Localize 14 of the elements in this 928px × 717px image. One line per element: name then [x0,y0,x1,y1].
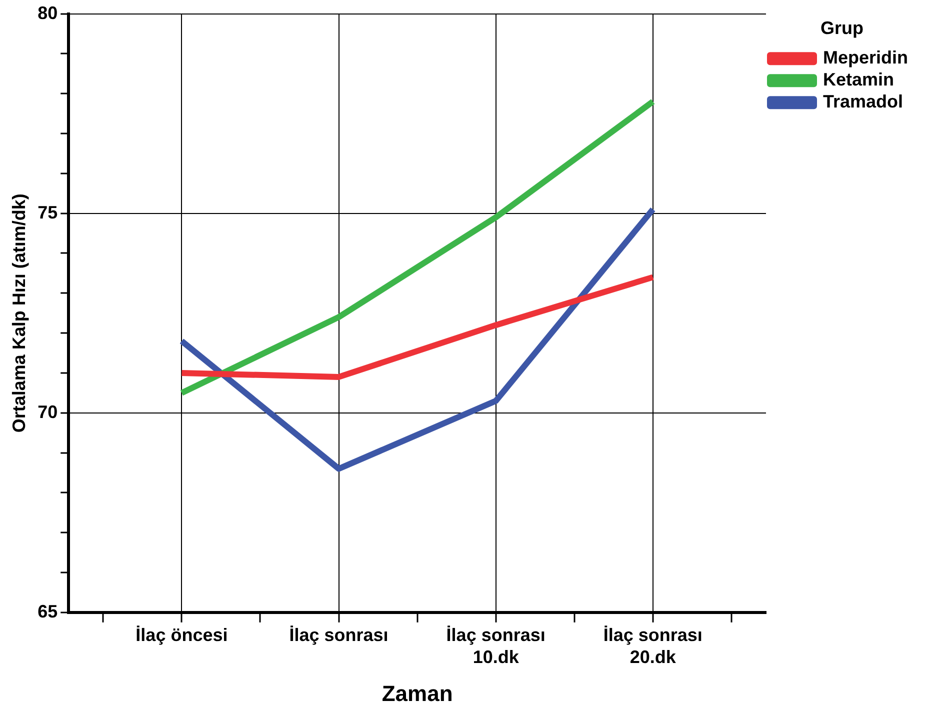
x-tick-label: İlaç sonrası 20.dk [603,625,702,667]
x-tick-label: İlaç sonrası 10.dk [446,625,546,667]
legend-label: Ketamin [822,70,894,90]
y-tick-label: 65 [38,601,58,622]
legend-label: Tramadol [822,92,904,112]
x-axis-title: Zaman [382,680,453,706]
x-tick-label: İlaç öncesi [136,625,228,646]
y-tick-label: 70 [38,402,58,422]
x-tick-label: İlaç sonrası [289,625,388,646]
y-tick-label: 75 [38,202,58,222]
legend-title: Grup [820,18,864,38]
y-tick-label: 80 [38,2,58,23]
legend-label: Meperidin [822,48,908,68]
y-axis-title: Ortalama Kalp Hızı (atım/dk) [8,194,29,433]
